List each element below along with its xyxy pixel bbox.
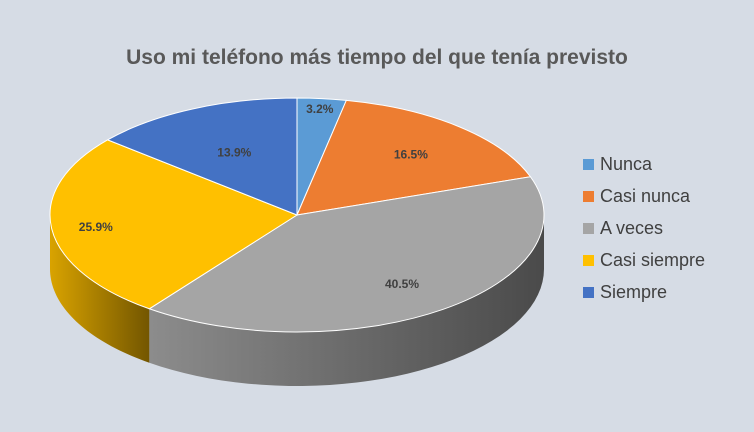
legend-swatch	[583, 158, 594, 170]
legend-label: Siempre	[600, 281, 668, 302]
legend-label: Casi nunca	[600, 185, 691, 206]
pie-slice-casi-nunca	[296, 99, 532, 216]
data-label-nunca: 3.2%	[306, 102, 334, 116]
data-label-casi-nunca: 16.5%	[394, 147, 428, 161]
chart-title: Uso mi teléfono más tiempo del que tenía…	[126, 46, 628, 69]
legend-swatch	[583, 222, 594, 234]
legend-swatch	[583, 190, 594, 202]
legend-item-casi-nunca: Casi nunca	[583, 180, 705, 212]
pie-side-casi-siempre	[50, 215, 150, 363]
legend-item-nunca: Nunca	[583, 148, 705, 180]
legend-item-casi-siempre: Casi siempre	[583, 244, 705, 276]
legend-item-siempre: Siempre	[583, 276, 705, 308]
pie-slice-casi-siempre	[49, 139, 299, 310]
legend-label: Nunca	[600, 153, 653, 174]
legend: Nunca Casi nunca A veces Casi siempre Siempr…	[583, 148, 705, 308]
legend-swatch	[583, 286, 594, 298]
data-label-siempre: 13.9%	[217, 145, 251, 159]
legend-label: A veces	[600, 217, 664, 238]
pie-slice-a-veces	[148, 176, 545, 333]
legend-swatch	[583, 254, 594, 266]
legend-label: Casi siempre	[600, 249, 706, 270]
pie-side-a-veces	[149, 215, 544, 386]
pie-slice-siempre	[106, 97, 298, 216]
legend-item-a-veces: A veces	[583, 212, 705, 244]
data-label-a-veces: 40.5%	[385, 277, 419, 291]
data-label-casi-siempre: 25.9%	[79, 220, 113, 234]
